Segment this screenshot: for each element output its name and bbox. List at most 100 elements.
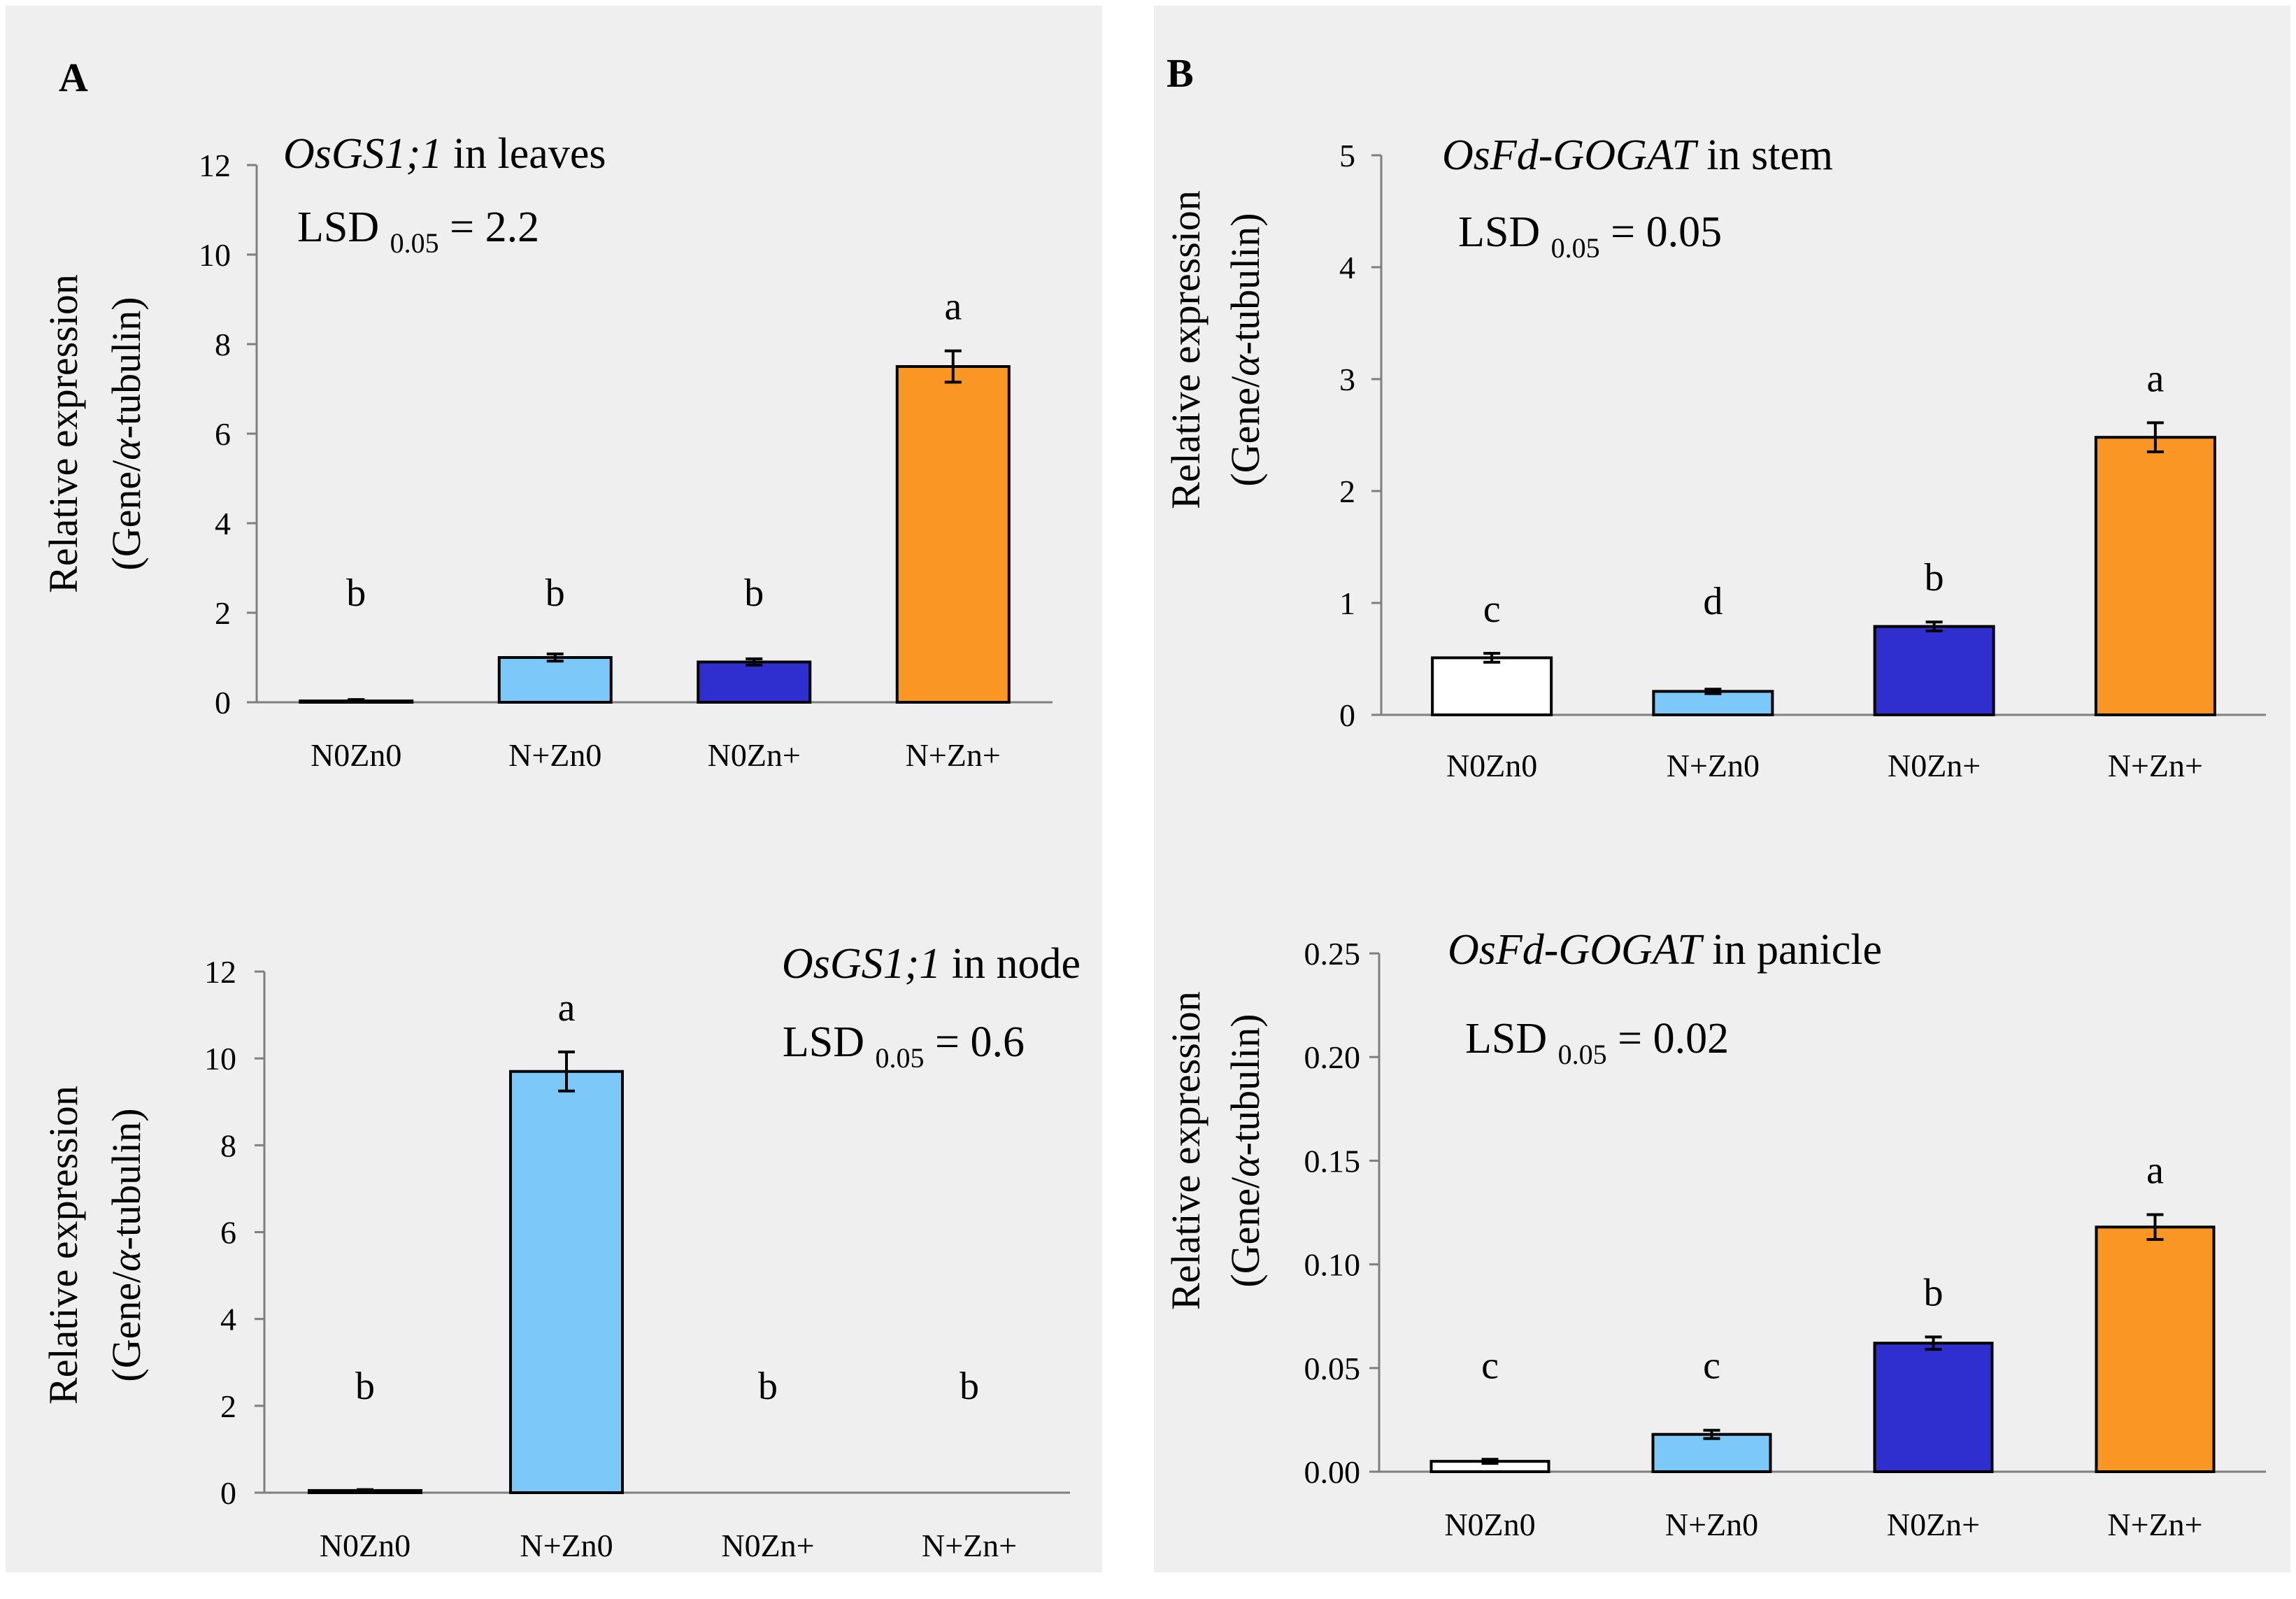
significance-letter: b: [346, 571, 366, 615]
y-tick-label: 4: [220, 1302, 236, 1337]
bar: [1431, 656, 1553, 717]
y-tick-label: 4: [215, 506, 231, 541]
significance-letter: a: [944, 285, 962, 329]
bar: [2095, 1225, 2216, 1474]
category-label: N0Zn+: [708, 737, 801, 773]
y-axis-label: Relative expression: [1163, 991, 1208, 1310]
significance-letter: a: [558, 986, 576, 1030]
category-label: N0Zn+: [1887, 1507, 1980, 1542]
y-axis-units-suffix: -tubulin): [1222, 1014, 1268, 1156]
significance-letter: b: [1924, 1271, 1944, 1314]
y-axis-units-alpha: α: [1222, 1155, 1268, 1177]
lsd-value: = 0.05: [1600, 208, 1722, 256]
tissue-name: in leaves: [442, 130, 606, 178]
y-axis-units-alpha: α: [1222, 354, 1268, 376]
y-axis-units-alpha: α: [104, 1249, 149, 1272]
lsd-annotation: LSD 0.05 = 0.05: [1458, 208, 1722, 264]
y-tick-label: 6: [215, 416, 231, 452]
significance-letter: b: [758, 1365, 778, 1408]
y-tick-label: 0.25: [1304, 936, 1361, 972]
bar: [1873, 625, 1995, 716]
y-axis-units-prefix: (Gene/: [104, 460, 149, 571]
y-tick-label: 0: [215, 685, 231, 720]
lsd-value: = 0.02: [1607, 1015, 1729, 1063]
lsd-annotation: LSD 0.05 = 2.2: [297, 204, 539, 259]
bar: [1651, 1433, 1772, 1473]
y-tick-label: 0.20: [1304, 1039, 1361, 1075]
y-axis-label-units: (Gene/α-tubulin): [104, 297, 149, 570]
lsd-subscript: 0.05: [1551, 232, 1600, 264]
category-label: N+Zn0: [508, 737, 601, 773]
category-label: N0Zn0: [1446, 748, 1537, 783]
chart-1: 0 2 4 6 8 10 12 b N0Zn0 b N+Zn0 b N0Zn+ a N+Zn+ Relativ…: [41, 130, 1053, 773]
category-label: N+Zn0: [1665, 1507, 1758, 1542]
category-label: N+Zn+: [922, 1528, 1017, 1563]
lsd-prefix: LSD: [783, 1018, 876, 1066]
significance-letter: c: [1481, 1344, 1499, 1388]
y-axis-units-prefix: (Gene/: [1222, 376, 1268, 487]
chart-title: OsGS1;1 in node: [782, 940, 1081, 988]
category-label: N0Zn0: [311, 737, 401, 773]
y-axis-label: Relative expression: [41, 274, 86, 593]
y-axis-label: Relative expression: [1163, 190, 1208, 509]
y-axis-label-units: (Gene/α-tubulin): [1222, 1014, 1268, 1287]
category-label: N0Zn+: [1888, 748, 1981, 783]
y-tick-label: 2: [215, 595, 231, 631]
y-tick-label: 12: [199, 148, 231, 183]
significance-letter: a: [2146, 1149, 2164, 1192]
y-tick-label: 12: [204, 954, 236, 990]
panel-b-label: B: [1167, 50, 1194, 96]
y-tick-label: 0.15: [1304, 1143, 1361, 1179]
lsd-subscript: 0.05: [1558, 1039, 1607, 1070]
y-axis-label: Relative expression: [41, 1086, 86, 1405]
category-label: N+Zn0: [1667, 748, 1760, 783]
bar: [509, 1069, 624, 1494]
lsd-annotation: LSD 0.05 = 0.6: [783, 1018, 1025, 1074]
y-tick-label: 2: [220, 1388, 236, 1424]
lsd-subscript: 0.05: [876, 1042, 925, 1074]
y-tick-label: 2: [1339, 474, 1355, 509]
y-tick-label: 0.00: [1304, 1454, 1361, 1490]
y-tick-label: 6: [220, 1215, 236, 1251]
lsd-prefix: LSD: [297, 204, 390, 251]
y-tick-label: 0: [1339, 697, 1355, 733]
chart-title: OsGS1;1 in leaves: [283, 130, 606, 178]
y-axis-units-prefix: (Gene/: [1222, 1177, 1268, 1288]
lsd-value: = 2.2: [439, 204, 539, 251]
y-tick-label: 10: [204, 1041, 236, 1076]
tissue-name: in node: [941, 940, 1081, 988]
category-label: N+Zn0: [520, 1528, 613, 1563]
significance-letter: b: [355, 1365, 375, 1408]
category-label: N+Zn+: [2108, 748, 2203, 783]
y-axis-units-suffix: -tubulin): [104, 1108, 149, 1250]
bar: [697, 660, 812, 704]
y-tick-label: 4: [1339, 250, 1355, 285]
y-axis-units-suffix: -tubulin): [1222, 213, 1268, 355]
gene-name: OsFd-GOGAT: [1442, 132, 1699, 179]
chart-2: 0 2 4 6 8 10 12 b N0Zn0 a N+Zn0 b N0Zn+ b N+Zn+ Relativ…: [41, 940, 1081, 1563]
bar: [895, 365, 1011, 704]
lsd-prefix: LSD: [1465, 1015, 1558, 1063]
tissue-name: in panicle: [1702, 926, 1882, 974]
category-label: N0Zn0: [320, 1528, 411, 1563]
y-tick-label: 8: [215, 327, 231, 362]
charts-layer: 024681012bN0Zn0bN+Zn0bN0Zn+aN+Zn+Relativ…: [41, 130, 2266, 1563]
y-tick-label: 1: [1339, 585, 1355, 621]
lsd-prefix: LSD: [1458, 208, 1551, 256]
category-label: N0Zn+: [721, 1528, 814, 1563]
bar: [497, 656, 613, 704]
y-tick-label: 0: [220, 1475, 236, 1511]
gene-name: OsFd-GOGAT: [1448, 926, 1704, 974]
y-axis-label-units: (Gene/α-tubulin): [1222, 213, 1268, 486]
y-axis-label-units: (Gene/α-tubulin): [104, 1108, 149, 1381]
chart-title: OsFd-GOGAT in panicle: [1448, 926, 1882, 974]
y-axis-units-alpha: α: [104, 438, 149, 460]
significance-letter: b: [960, 1365, 979, 1408]
lsd-annotation: LSD 0.05 = 0.02: [1465, 1015, 1729, 1070]
y-tick-label: 5: [1339, 138, 1355, 173]
y-tick-label: 10: [199, 237, 231, 273]
significance-letter: b: [546, 571, 565, 615]
chart-3: 0 1 2 3 4 5 c N0Zn0 d N+Zn0 b N0Zn+ a N+Zn+ Relative e…: [1163, 132, 2266, 783]
significance-letter: b: [1925, 556, 1944, 599]
